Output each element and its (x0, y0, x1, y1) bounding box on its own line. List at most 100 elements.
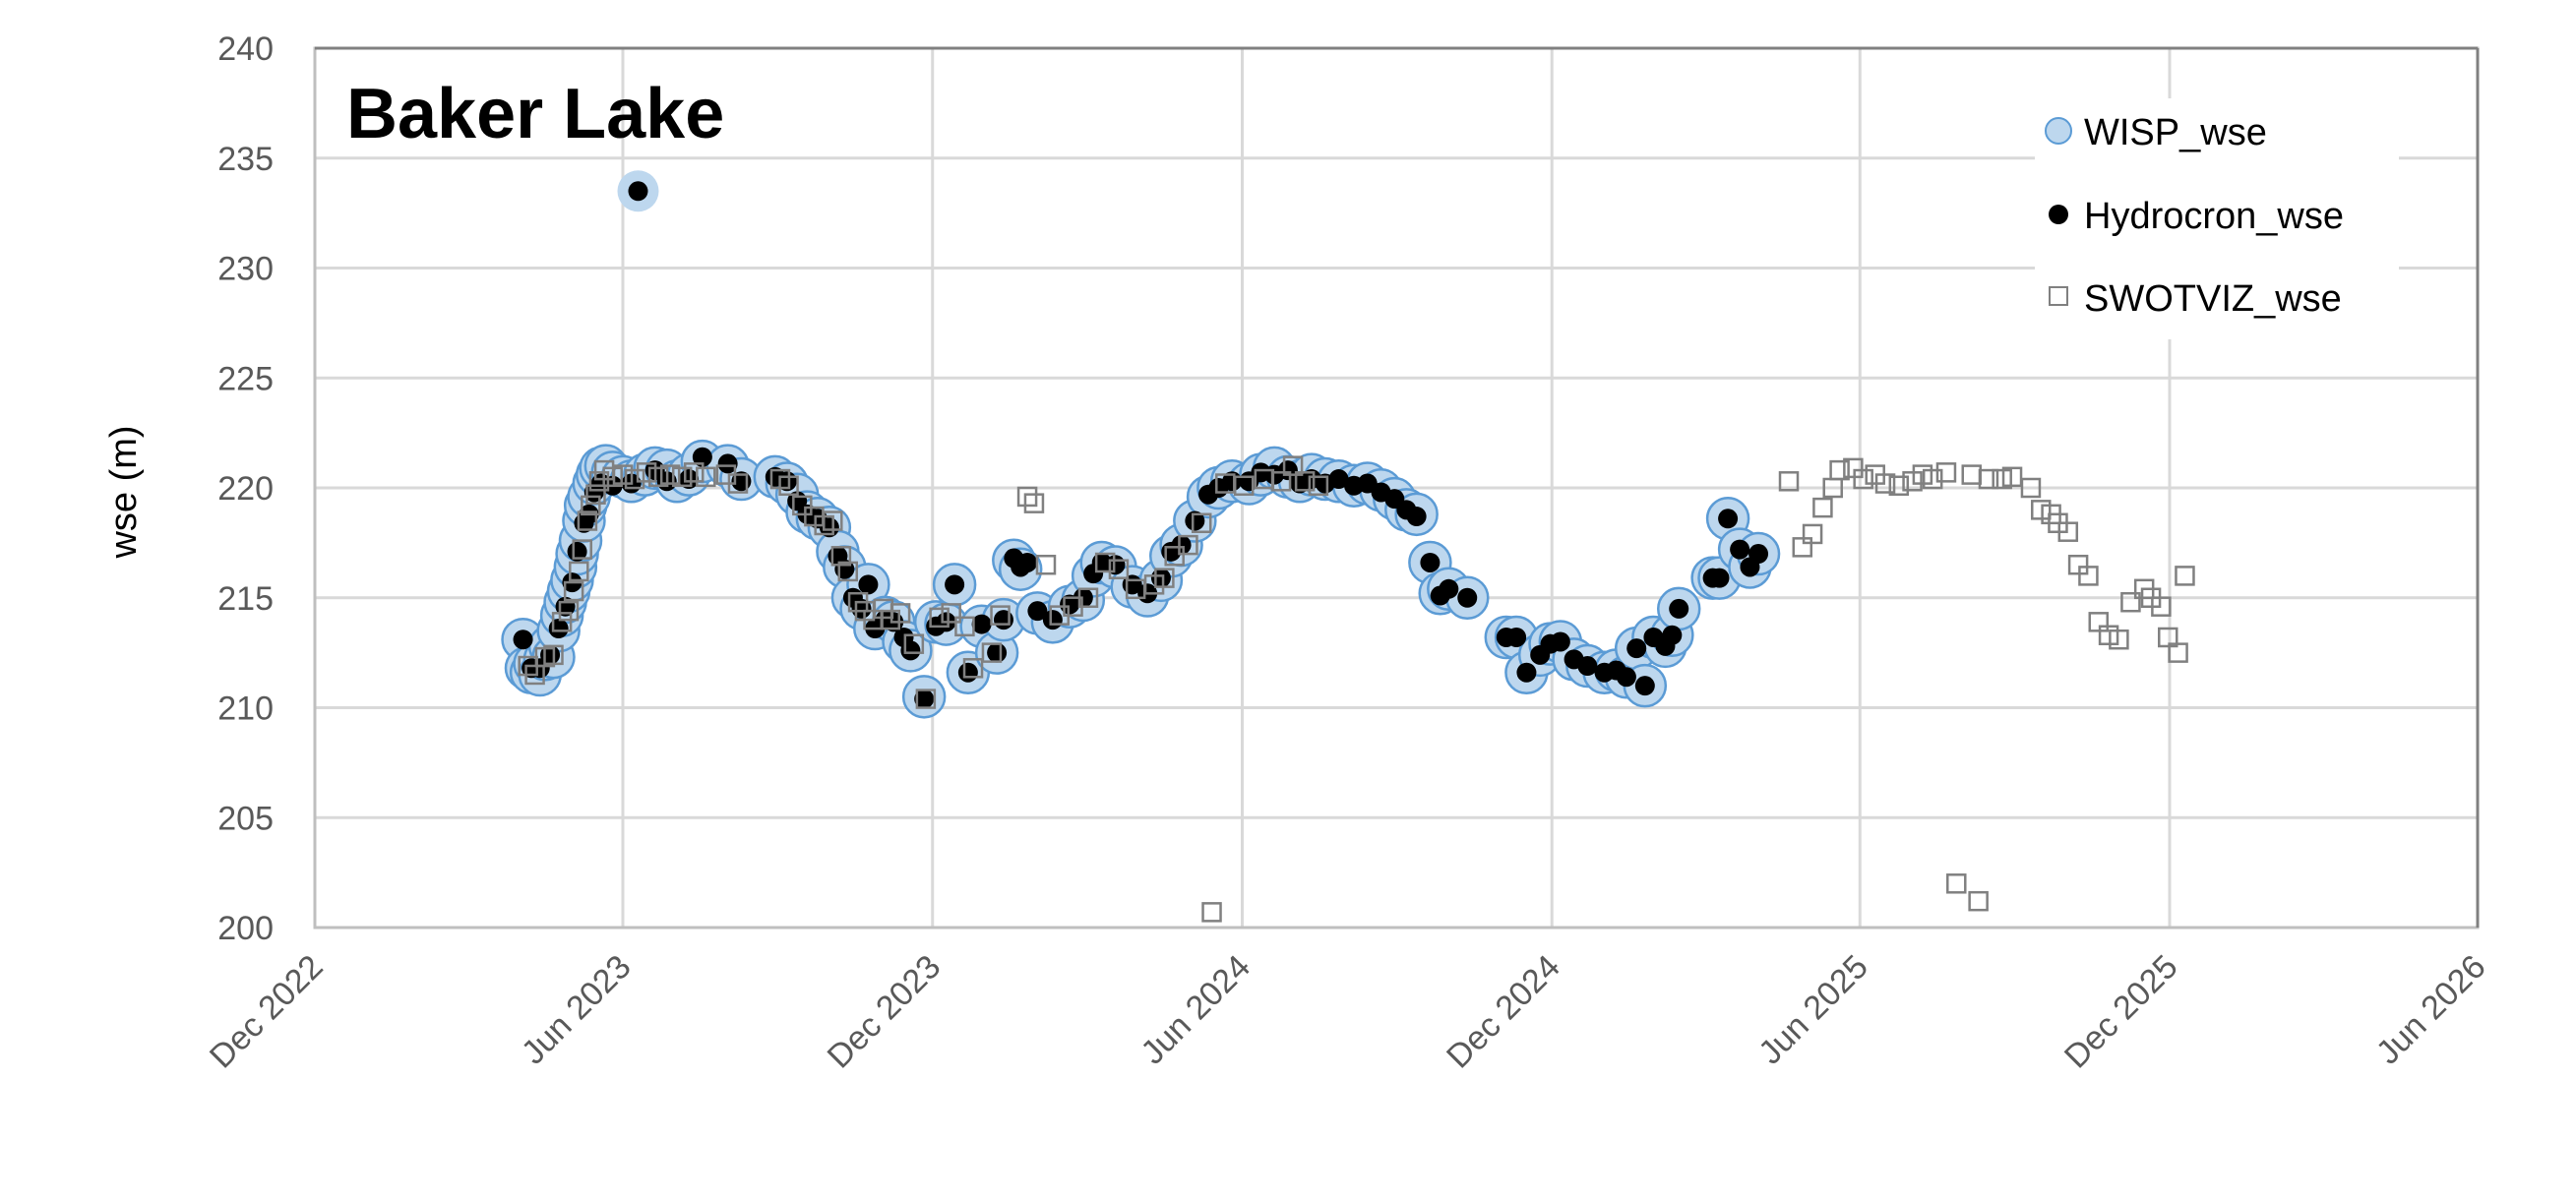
hydrocron-data-point (1328, 469, 1349, 490)
hydrocron-data-point (1017, 552, 1038, 572)
y-tick-label: 240 (217, 30, 274, 68)
swotviz-data-point (1802, 523, 1823, 545)
swotviz-data-point (837, 561, 859, 582)
swotviz-data-point (1992, 468, 2012, 490)
chart-title: Baker Lake (346, 75, 724, 153)
swotviz-data-point (551, 612, 573, 632)
hydrocron-data-point (1634, 676, 1655, 696)
swotviz-data-point (1874, 473, 1896, 494)
swotviz-data-point (2151, 596, 2172, 617)
open-square-icon (2049, 286, 2068, 306)
swotviz-data-point (2109, 629, 2129, 650)
swotviz-data-point (1853, 468, 1873, 490)
swotviz-data-point (558, 600, 580, 622)
swotviz-data-point (1108, 559, 1130, 579)
hydrocron-data-point (1616, 667, 1636, 688)
y-tick-label: 200 (217, 910, 274, 947)
legend-label-hydrocron: Hydrocron_wse (2084, 196, 2344, 237)
swotviz-data-point (585, 484, 606, 505)
swotviz-data-point (1812, 497, 1833, 518)
swotviz-data-point (2001, 466, 2023, 488)
swotviz-data-point (577, 510, 598, 531)
swotviz-data-point (581, 495, 601, 516)
hydrocron-data-point (1420, 552, 1441, 572)
hydrocron-data-point (1550, 631, 1570, 652)
swotviz-data-point (2158, 627, 2178, 648)
hydrocron-data-point (548, 619, 569, 639)
swotviz-data-point (962, 658, 984, 679)
swotviz-data-point (1233, 475, 1255, 497)
swotviz-data-point (569, 561, 589, 582)
swotviz-data-point (2175, 566, 2195, 586)
swotviz-data-point (1077, 587, 1099, 608)
swotviz-data-point (1829, 459, 1850, 481)
y-tick-label: 230 (217, 251, 274, 288)
hydrocron-data-point (1506, 627, 1527, 647)
swotviz-data-point (1843, 457, 1864, 479)
swotviz-data-point (889, 603, 911, 624)
light-blue-circle-icon (2045, 117, 2072, 145)
hydrocron-data-point (1042, 610, 1063, 630)
swotviz-data-point (1154, 568, 1175, 588)
swotviz-data-point (2020, 477, 2042, 499)
hydrocron-data-point (1626, 638, 1647, 659)
swotviz-data-point (2057, 521, 2079, 542)
hydrocron-data-point (1730, 539, 1750, 560)
swotviz-data-point (2088, 612, 2109, 632)
swotviz-data-point (727, 473, 749, 494)
hydrocron-data-point (513, 630, 533, 650)
y-tick-label: 205 (217, 800, 274, 837)
hydrocron-data-point (1748, 544, 1769, 565)
swotviz-data-point (636, 462, 657, 483)
hydrocron-data-point (914, 689, 935, 709)
swotviz-data-point (1308, 475, 1329, 497)
hydrocron-data-point (945, 574, 965, 595)
swotviz-data-point (1023, 493, 1045, 513)
swotviz-data-point (647, 466, 669, 488)
swotviz-data-point (903, 633, 925, 654)
swotviz-data-point (543, 644, 564, 666)
swotviz-data-point (588, 471, 610, 492)
swotviz-data-point (880, 609, 901, 630)
swotviz-data-point (1164, 546, 1185, 567)
swotviz-data-point (954, 616, 975, 637)
hydrocron-data-point (1406, 507, 1427, 527)
swotviz-data-point (1178, 534, 1198, 556)
swotviz-data-point (1270, 471, 1292, 492)
swotviz-data-point (929, 607, 950, 629)
hydrocron-data-point (1718, 509, 1739, 529)
swotviz-data-point (1888, 475, 1910, 497)
black-dot-icon (2049, 205, 2068, 224)
swotviz-data-point (1035, 554, 1057, 575)
hydrocron-data-point (692, 447, 712, 467)
swotviz-data-point (696, 466, 716, 488)
swotviz-data-point (1143, 574, 1165, 595)
swotviz-data-point (1191, 512, 1212, 534)
hydrocron-data-point (1662, 625, 1683, 645)
swotviz-data-point (1922, 468, 1943, 490)
hydrocron-data-point (1150, 568, 1171, 588)
swotviz-data-point (830, 546, 852, 567)
hydrocron-data-point (1709, 568, 1730, 588)
swotviz-data-point (1016, 486, 1038, 508)
y-tick-label: 235 (217, 141, 274, 178)
swotviz-data-point (990, 605, 1011, 626)
swotviz-data-point (823, 510, 843, 531)
swotviz-data-point (612, 464, 634, 485)
y-tick-label: 210 (217, 690, 274, 728)
hydrocron-data-point (1171, 535, 1192, 556)
series-swotviz-wse (518, 455, 2195, 923)
swotviz-data-point (1978, 468, 1999, 490)
swotviz-data-point (1282, 455, 1304, 476)
hydrocron-data-point (1185, 510, 1205, 531)
hydrocron-data-point (1516, 662, 1537, 683)
swotviz-data-point (778, 475, 799, 497)
swotviz-data-point (2067, 554, 2089, 575)
swotviz-data-point (2031, 500, 2052, 520)
swotviz-data-point (1201, 902, 1222, 923)
swotviz-data-point (602, 466, 623, 488)
swotviz-data-point (659, 464, 681, 485)
legend-item-hydrocron: Hydrocron_wse (2049, 196, 2344, 237)
y-tick-label: 220 (217, 470, 274, 508)
swotviz-data-point (1792, 537, 1813, 558)
